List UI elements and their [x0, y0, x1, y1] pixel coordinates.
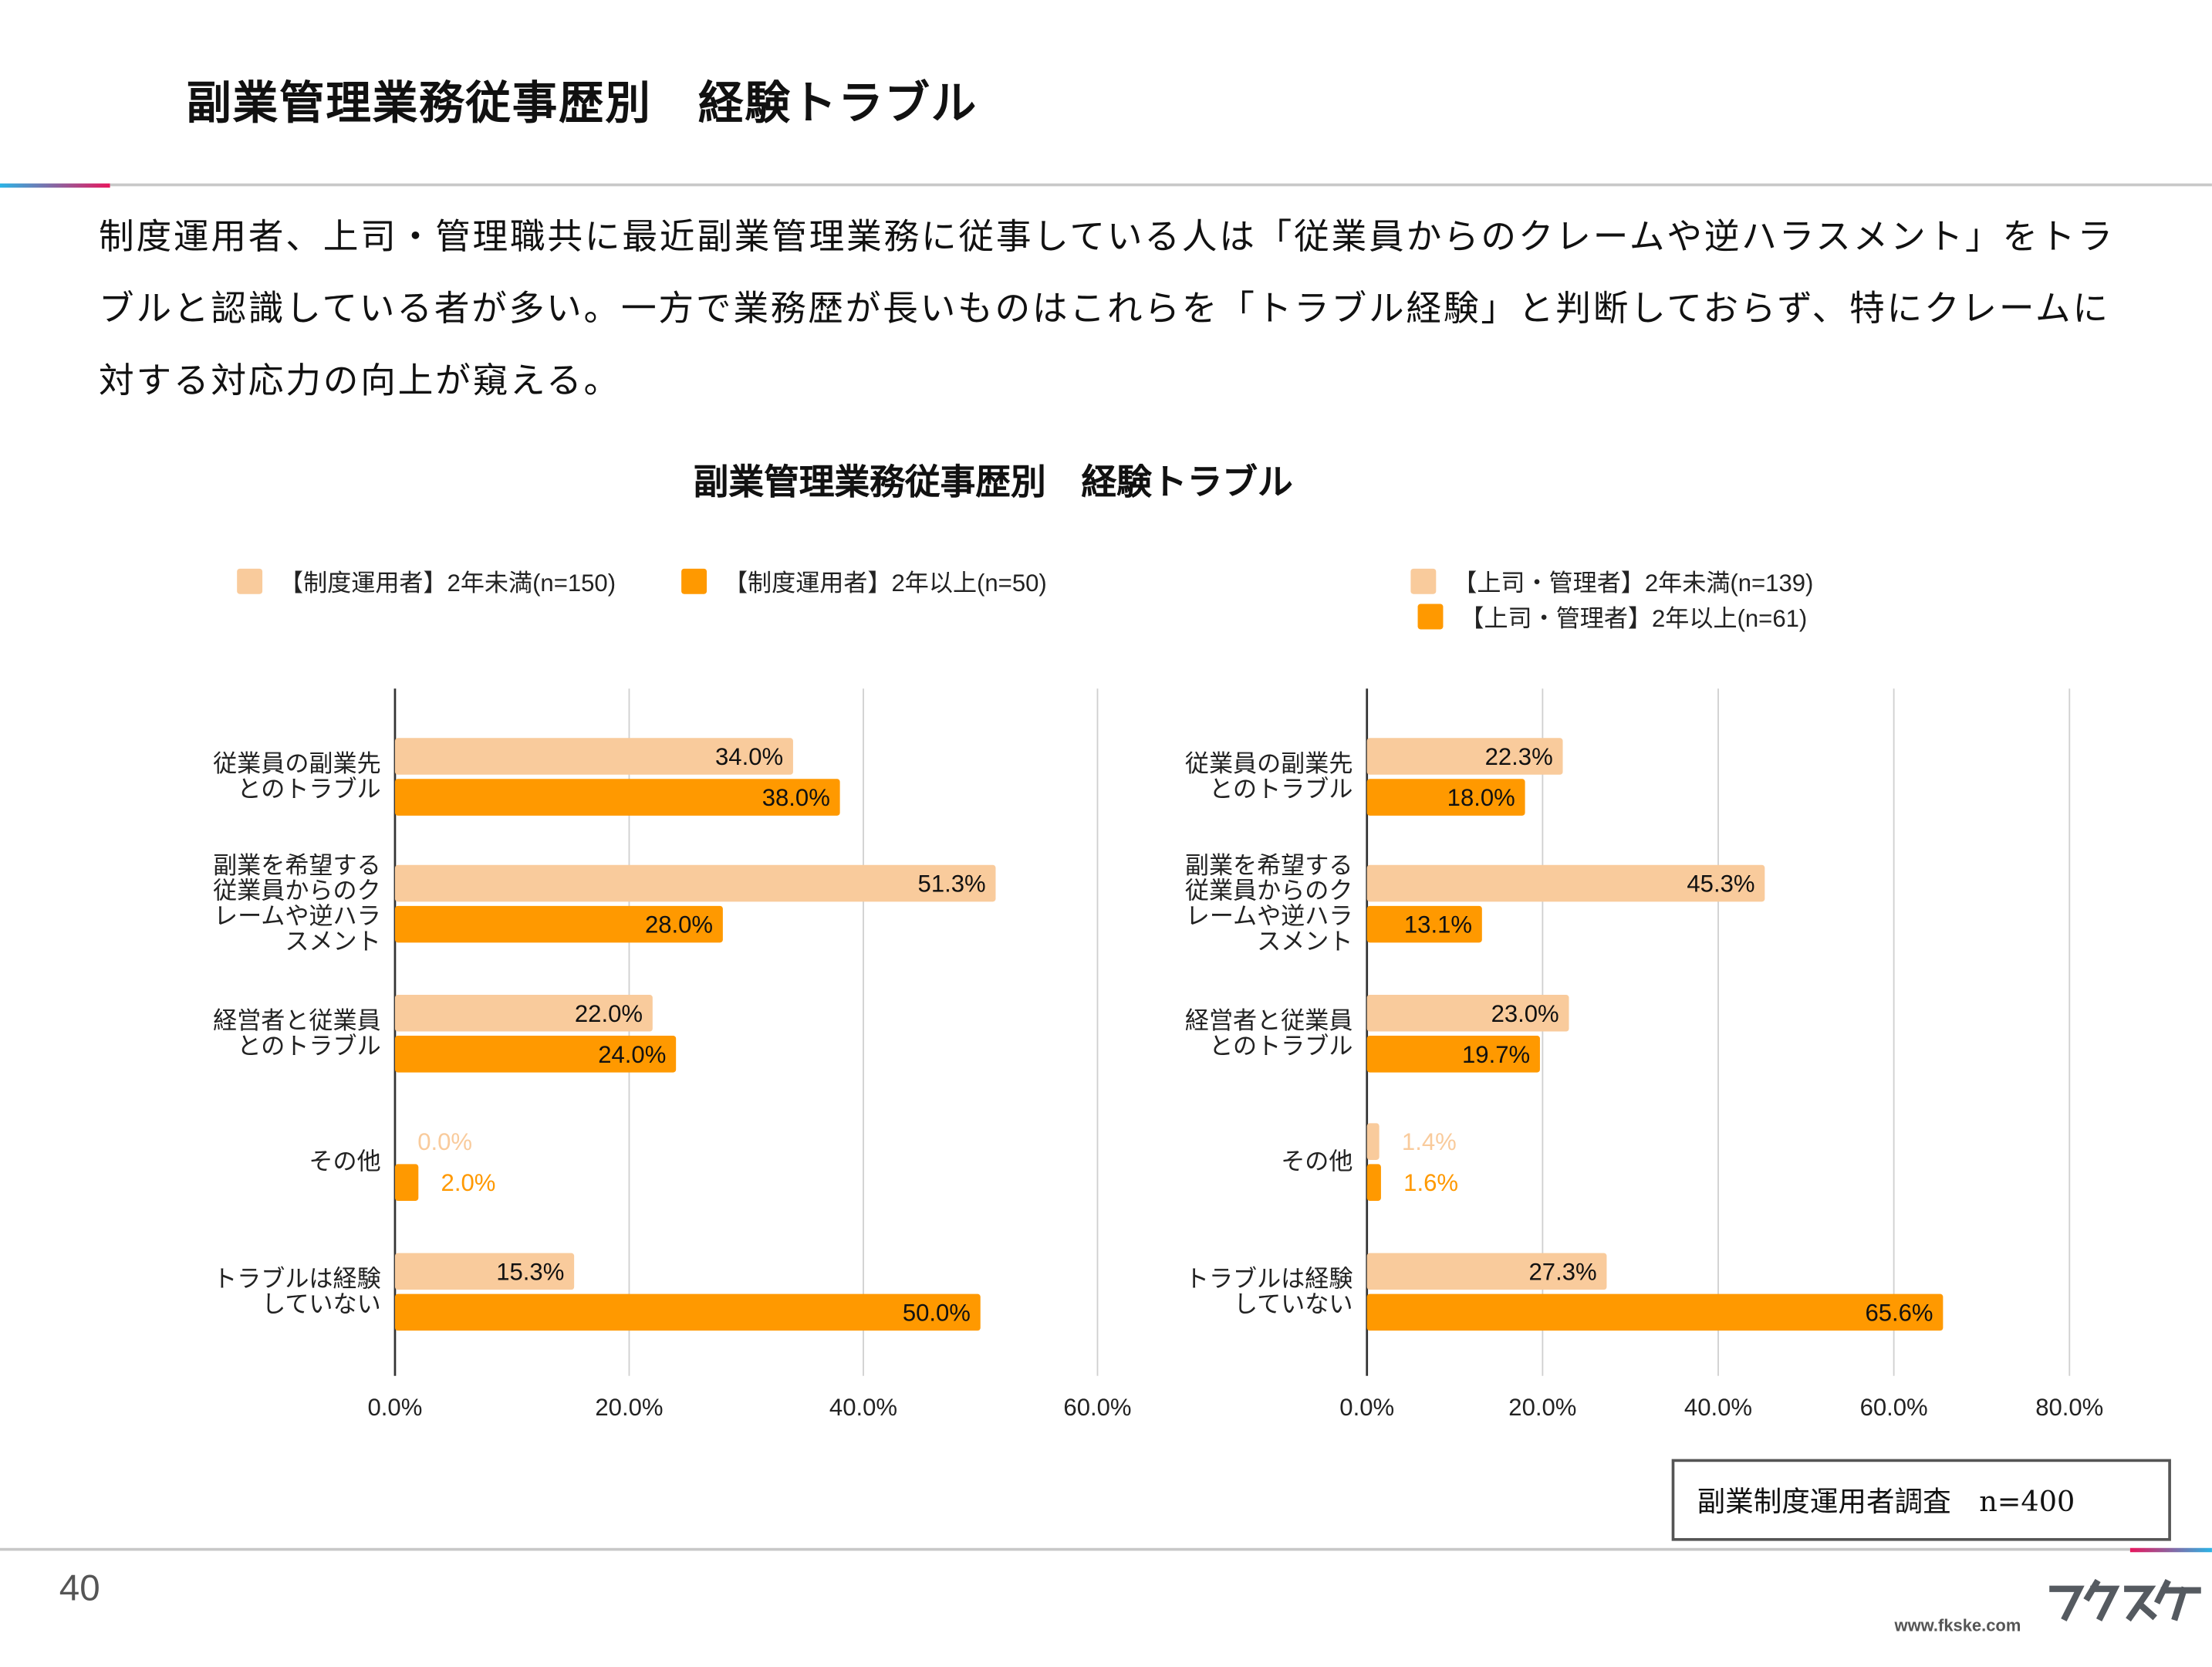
data-label: 28.0%	[645, 911, 713, 938]
data-label: 38.0%	[762, 784, 830, 811]
legend-label: 【上司・管理者】2年未満(n=139)	[1453, 570, 1813, 597]
bar	[394, 864, 996, 902]
bar	[1366, 779, 1525, 816]
data-label: 1.4%	[1402, 1128, 1457, 1155]
category-label: 経営者と従業員とのトラブル	[213, 1007, 381, 1060]
data-label: 24.0%	[598, 1041, 666, 1068]
data-label: 2.0%	[441, 1169, 496, 1196]
category-label: 副業を希望する従業員からのクレームや逆ハラスメント	[1185, 852, 1353, 955]
data-label: 65.6%	[1865, 1299, 1933, 1326]
bar	[1366, 738, 1563, 775]
data-label: 22.3%	[1485, 743, 1553, 770]
x-tick-label: 20.0%	[595, 1394, 663, 1421]
survey-note: 副業制度運用者調査 n=400	[1671, 1459, 2171, 1541]
legend-swatch	[1410, 568, 1437, 594]
data-label: 51.3%	[918, 871, 986, 898]
chart-title: 副業管理業務従事歴別 経験トラブル	[693, 461, 1293, 502]
summary-text: 制度運用者、上司・管理職共に最近副業管理業務に従事している人は「従業員からのクレ…	[98, 215, 2115, 401]
x-tick-label: 60.0%	[1063, 1394, 1131, 1421]
data-label: 34.0%	[715, 743, 783, 770]
bar	[394, 1293, 981, 1331]
category-label: その他	[309, 1148, 380, 1175]
x-tick-label: 0.0%	[368, 1394, 423, 1421]
website-url: www.fkske.com	[1894, 1615, 2021, 1636]
category-label: その他	[1281, 1148, 1353, 1175]
data-label: 22.0%	[575, 1000, 643, 1027]
bar	[1366, 1164, 1381, 1201]
x-tick-label: 40.0%	[1684, 1394, 1752, 1421]
bar	[394, 905, 723, 943]
charts: 【制度運用者】2年未満(n=150) 【制度運用者】2年以上(n=50) 0.0% 2…	[213, 568, 2103, 1421]
x-tick-label: 0.0%	[1339, 1394, 1394, 1421]
x-tick-label: 80.0%	[2035, 1394, 2103, 1421]
data-label: 13.1%	[1404, 911, 1472, 938]
header-divider	[110, 183, 2212, 187]
data-label: 50.0%	[903, 1299, 971, 1326]
data-label: 23.0%	[1491, 1000, 1559, 1027]
x-tick-label: 60.0%	[1860, 1394, 1928, 1421]
bar	[394, 738, 793, 775]
data-label: 15.3%	[496, 1258, 564, 1285]
bar	[1366, 1123, 1380, 1160]
category-label: 副業を希望する従業員からのクレームや逆ハラスメント	[213, 852, 381, 955]
bar	[1366, 995, 1569, 1032]
category-label: 経営者と従業員とのトラブル	[1185, 1007, 1353, 1060]
bar	[394, 1164, 419, 1201]
data-label: 27.3%	[1529, 1258, 1597, 1285]
x-tick-label: 20.0%	[1508, 1394, 1576, 1421]
data-label: 1.6%	[1403, 1169, 1458, 1196]
header-accent-line	[0, 183, 110, 188]
bar	[394, 1036, 677, 1073]
fukusuke-logo	[2049, 1578, 2201, 1622]
category-label: トラブルは経験していない	[1185, 1266, 1353, 1318]
page-number: 40	[59, 1566, 100, 1609]
data-label: 18.0%	[1447, 784, 1515, 811]
legend-swatch	[237, 568, 263, 594]
category-label: 従業員の副業先とのトラブル	[213, 750, 381, 803]
page-title: 副業管理業務従事歴別 経験トラブル	[186, 76, 978, 130]
bar	[1366, 1253, 1607, 1290]
footer-divider	[0, 1547, 2130, 1551]
legend-label: 【制度運用者】2年未満(n=150)	[279, 570, 616, 597]
data-label: 0.0%	[417, 1128, 472, 1155]
category-label: 従業員の副業先とのトラブル	[1185, 750, 1353, 803]
legend-swatch	[1417, 604, 1444, 630]
legend-swatch	[681, 568, 708, 594]
x-tick-label: 40.0%	[829, 1394, 897, 1421]
bar	[1366, 864, 1765, 902]
bar	[394, 779, 840, 816]
bar	[1366, 1293, 1944, 1331]
bar	[1366, 1036, 1540, 1073]
bar	[394, 995, 653, 1032]
data-label: 19.7%	[1462, 1041, 1530, 1068]
data-label: 45.3%	[1687, 871, 1754, 898]
bar	[1366, 905, 1482, 943]
bar	[394, 1253, 575, 1290]
legend-label: 【制度運用者】2年以上(n=50)	[724, 570, 1047, 597]
category-label: トラブルは経験していない	[213, 1266, 381, 1318]
legend-label: 【上司・管理者】2年以上(n=61)	[1460, 605, 1807, 632]
footer-accent-line	[2129, 1547, 2212, 1553]
